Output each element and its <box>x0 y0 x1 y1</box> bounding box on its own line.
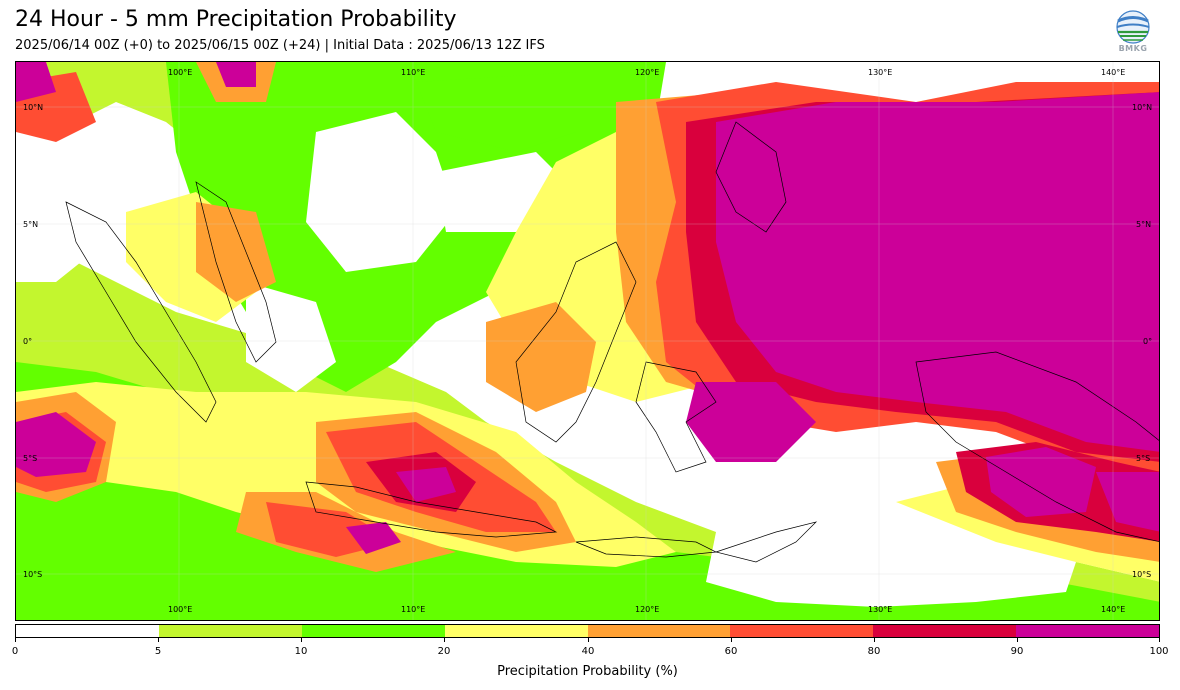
colorbar-segment <box>730 625 874 637</box>
colorbar-tick <box>444 638 445 642</box>
colorbar-tick <box>15 638 16 642</box>
colorbar-tick-label: 0 <box>11 646 19 657</box>
lon-label-bottom: 100°E <box>168 605 193 614</box>
lat-label-right: 5°N <box>1136 220 1152 229</box>
colorbar-tick-label: 5 <box>154 646 162 657</box>
colorbar-title: Precipitation Probability (%) <box>497 664 678 679</box>
precipitation-map: 100°E 110°E 120°E 130°E 140°E 100°E 110°… <box>15 61 1160 621</box>
chart-title: 24 Hour - 5 mm Precipitation Probability <box>15 7 457 32</box>
colorbar-tick <box>588 638 589 642</box>
colorbar-tick-label: 90 <box>1010 646 1024 657</box>
graticule <box>16 62 1159 620</box>
map-canvas <box>16 62 1159 620</box>
colorbar-tick <box>874 638 875 642</box>
lon-label-top: 100°E <box>168 68 193 77</box>
bmkg-globe-icon <box>1116 10 1150 44</box>
lon-label-top: 140°E <box>1101 68 1126 77</box>
colorbar-tick-label: 20 <box>437 646 451 657</box>
lon-label-top: 110°E <box>401 68 426 77</box>
lon-label-bottom: 110°E <box>401 605 426 614</box>
colorbar-segment <box>158 625 302 637</box>
colorbar-segment <box>1016 625 1159 637</box>
lat-label-left: 10°S <box>23 570 43 579</box>
lat-label-left: 0° <box>23 337 33 346</box>
colorbar-tick <box>1017 638 1018 642</box>
lon-label-bottom: 140°E <box>1101 605 1126 614</box>
chart-subtitle: 2025/06/14 00Z (+0) to 2025/06/15 00Z (+… <box>15 38 545 53</box>
lon-label-bottom: 120°E <box>635 605 660 614</box>
field-p90 <box>16 62 1159 554</box>
coastlines <box>65 121 1159 563</box>
colorbar-tick-label: 60 <box>724 646 738 657</box>
lat-label-left: 5°S <box>23 454 38 463</box>
field-clear <box>16 112 1076 607</box>
colorbar-segment <box>301 625 445 637</box>
lon-label-top: 120°E <box>635 68 660 77</box>
lat-label-right: 5°S <box>1136 454 1151 463</box>
colorbar-tick <box>158 638 159 642</box>
colorbar-tick-label: 10 <box>294 646 308 657</box>
colorbar-tick <box>731 638 732 642</box>
colorbar-tick <box>1159 638 1160 642</box>
lat-label-left: 5°N <box>23 220 39 229</box>
lon-label-top: 130°E <box>868 68 893 77</box>
colorbar-tick <box>301 638 302 642</box>
lon-label-bottom: 130°E <box>868 605 893 614</box>
colorbar <box>15 624 1160 638</box>
lat-label-right: 10°S <box>1132 570 1152 579</box>
bmkg-logo: BMKG <box>1112 10 1154 56</box>
colorbar-tick-label: 80 <box>867 646 881 657</box>
colorbar-tick-label: 100 <box>1149 646 1169 657</box>
colorbar-segment <box>873 625 1017 637</box>
lat-label-left: 10°N <box>23 103 44 112</box>
colorbar-segment <box>587 625 731 637</box>
lat-label-right: 10°N <box>1132 103 1153 112</box>
colorbar-segment <box>16 625 159 637</box>
colorbar-segment <box>444 625 588 637</box>
lat-label-right: 0° <box>1143 337 1153 346</box>
colorbar-tick-label: 40 <box>581 646 595 657</box>
logo-wordmark: BMKG <box>1118 44 1148 53</box>
